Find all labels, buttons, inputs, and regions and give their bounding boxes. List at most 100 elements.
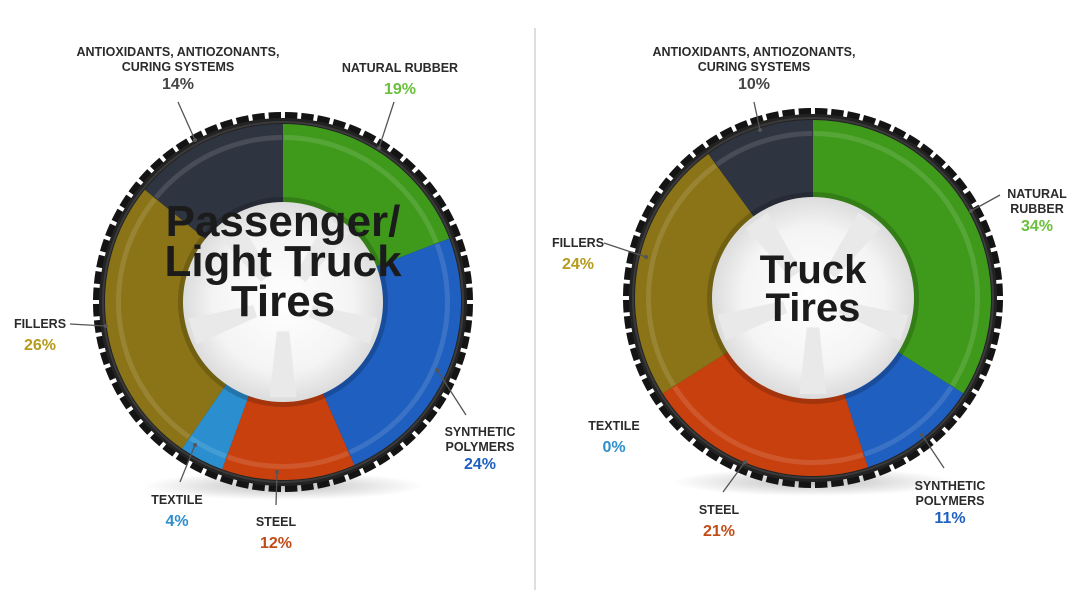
leader-dot [969,209,973,213]
label-steel: STEEL 12% [256,470,296,552]
slice-name: STEEL [699,503,740,517]
leader-line [69,323,107,327]
leader-dot [193,443,197,447]
slice-percent: 19% [384,81,416,98]
slice-synthetic-polymers [843,351,964,468]
slice-antioxidants [144,124,283,240]
slice-percent: 24% [562,256,594,273]
slice-fillers [104,189,227,449]
leader-line [603,242,647,258]
hub-spoke [269,331,297,398]
hub-spoke [838,301,909,341]
leader-line [753,101,761,131]
label-textile: TEXTILE 0% [588,419,639,456]
slice-name: SYNTHETIC [445,425,516,439]
hub-shadow [178,197,388,407]
leader-line [970,194,1001,212]
slice-name: CURING SYSTEMS [698,60,811,74]
slice-name: POLYMERS [915,494,984,508]
leader-line [275,471,278,506]
slice-percent: 26% [24,337,56,354]
leader-dot [275,470,279,474]
leader-dot [104,324,108,328]
slice-name: ANTIOXIDANTS, ANTIOZONANTS, [76,45,279,59]
slice-name: NATURAL RUBBER [342,61,458,75]
label-steel: STEEL 21% [699,460,747,540]
slice-name: TEXTILE [151,493,202,507]
label-textile: TEXTILE 4% [151,443,203,530]
hub-spoke [295,217,350,282]
slice-percent: 10% [738,76,770,93]
center-title-line: Tires [766,286,861,330]
label-fillers: FILLERS 26% [14,317,108,354]
slice-percent: 4% [165,513,188,530]
leader-dot [920,433,924,437]
slice-highlight [226,450,350,469]
hub-spoke [717,301,788,341]
hub-spoke [745,212,801,278]
wheel-hub [183,202,383,402]
hub-spoke [216,217,271,282]
center-title-line: Tires [231,277,335,326]
slice-highlight [283,135,439,244]
leader-line [378,101,395,149]
slice-highlight [672,385,864,465]
leader-dot [193,138,197,142]
hub-spoke [825,212,881,278]
hub-shadow [707,192,919,404]
leader-line [177,101,196,141]
center-title-line: Light Truck [164,237,402,286]
slice-name: FILLERS [552,236,604,250]
center-title-line: Truck [760,248,867,292]
slice-fillers [635,153,755,394]
leader-line [436,369,467,416]
leader-dot [644,255,648,259]
hub-spoke [308,305,378,345]
slice-name: POLYMERS [445,440,514,454]
slice-highlight [715,131,813,167]
slice-name: SYNTHETIC [915,479,986,493]
label-natural-rubber: NATURAL RUBBER 19% [342,61,458,150]
leader-dot [758,128,762,132]
leader-dot [377,146,381,150]
tire-rim-line [632,117,994,479]
slice-synthetic-polymers [322,238,461,466]
tire-rim-line [102,121,464,483]
leader-line [722,461,746,493]
slice-percent: 14% [162,76,194,93]
hub-spoke [188,305,258,345]
leader-dot [435,368,439,372]
slice-name: RUBBER [1010,202,1063,216]
slice-percent: 12% [260,535,292,552]
label-antioxidants: ANTIOXIDANTS, ANTIOZONANTS,CURING SYSTEM… [652,45,856,132]
wheel-hub [712,197,914,399]
slice-steel [222,392,355,480]
center-title-line: Passenger/ [166,197,401,246]
slice-antioxidants [708,120,813,218]
slice-name: ANTIOXIDANTS, ANTIOZONANTS, [652,45,855,59]
slice-name: TEXTILE [588,419,639,433]
slice-percent: 11% [934,510,965,527]
slice-percent: 34% [1021,218,1053,235]
leader-line [921,434,945,469]
leader-dot [743,460,747,464]
label-fillers: FILLERS 24% [552,236,648,273]
slice-percent: 24% [464,456,496,473]
hub-spoke [799,327,827,395]
slice-natural-rubber [813,120,991,394]
slice-name: CURING SYSTEMS [122,60,235,74]
leader-line [179,444,196,483]
slice-percent: 21% [703,523,735,540]
slice-steel [662,351,869,476]
slice-natural-rubber [283,124,450,267]
slice-highlight [813,131,980,387]
slice-highlight [189,435,227,459]
slice-percent: 0% [602,439,625,456]
slice-textile [182,383,250,470]
label-antioxidants: ANTIOXIDANTS, ANTIOZONANTS,CURING SYSTEM… [76,45,280,142]
